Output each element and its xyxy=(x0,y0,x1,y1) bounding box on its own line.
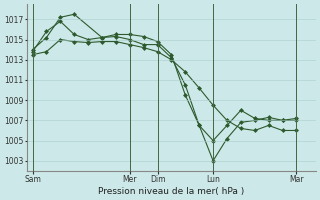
X-axis label: Pression niveau de la mer( hPa ): Pression niveau de la mer( hPa ) xyxy=(98,187,244,196)
